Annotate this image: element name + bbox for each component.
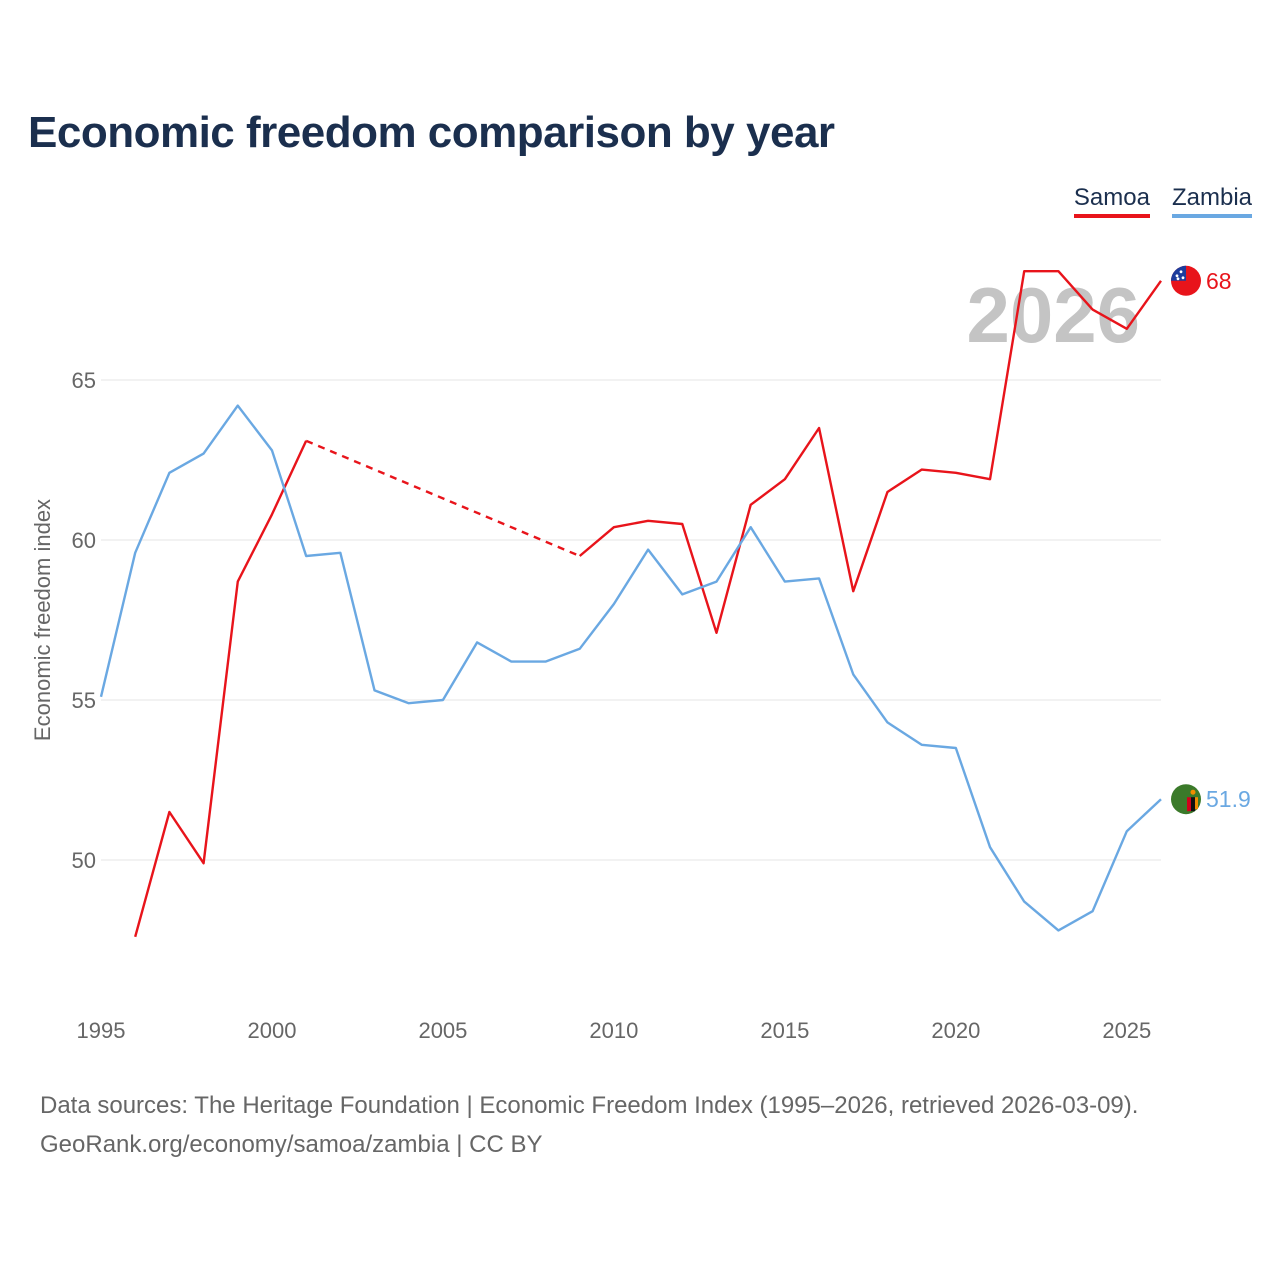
samoa-line — [134, 440, 308, 938]
end-labels: 68 51.9 — [1171, 265, 1251, 815]
samoa-line — [578, 270, 1162, 634]
x-tick-label: 2020 — [931, 1018, 980, 1043]
x-tick-label: 2000 — [247, 1018, 296, 1043]
legend: Samoa Zambia — [1073, 184, 1252, 218]
x-tick-label: 2005 — [418, 1018, 467, 1043]
y-tick-label: 60 — [72, 528, 96, 553]
legend-item-zambia[interactable]: Zambia — [1171, 184, 1252, 218]
y-tick-label: 55 — [72, 688, 96, 713]
x-tick-label: 1995 — [77, 1018, 126, 1043]
y-axis-label: Economic freedom index — [30, 499, 55, 741]
samoa-flag-icon — [1171, 265, 1201, 296]
y-tick-label: 65 — [72, 368, 96, 393]
samoa-gap-line — [305, 439, 581, 558]
y-tick-label: 50 — [72, 848, 96, 873]
data-sources: Data sources: The Heritage Foundation | … — [40, 1092, 1139, 1119]
x-tick-label: 2010 — [589, 1018, 638, 1043]
footer: Data sources: The Heritage Foundation | … — [40, 1086, 1138, 1164]
zambia-line — [99, 404, 1162, 932]
credit-link[interactable]: GeoRank.org/economy/samoa/zambia | CC BY — [40, 1131, 543, 1158]
axes: 50 55 60 65 1995 2000 2005 2010 2015 2020 2025 — [72, 368, 1152, 1043]
zambia-end-label: 51.9 — [1206, 786, 1251, 812]
year-watermark: 2026 — [966, 271, 1140, 359]
gridlines — [101, 379, 1161, 861]
chart-title: Economic freedom comparison by year — [28, 108, 835, 157]
x-tick-label: 2025 — [1102, 1018, 1151, 1043]
series-lines — [99, 270, 1162, 938]
zambia-flag-icon — [1171, 784, 1201, 815]
samoa-end-label: 68 — [1206, 268, 1232, 294]
legend-item-samoa[interactable]: Samoa — [1073, 184, 1150, 218]
x-tick-label: 2015 — [760, 1018, 809, 1043]
